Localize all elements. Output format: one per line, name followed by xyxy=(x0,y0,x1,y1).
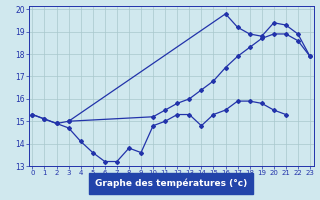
X-axis label: Graphe des températures (°c): Graphe des températures (°c) xyxy=(95,179,247,188)
